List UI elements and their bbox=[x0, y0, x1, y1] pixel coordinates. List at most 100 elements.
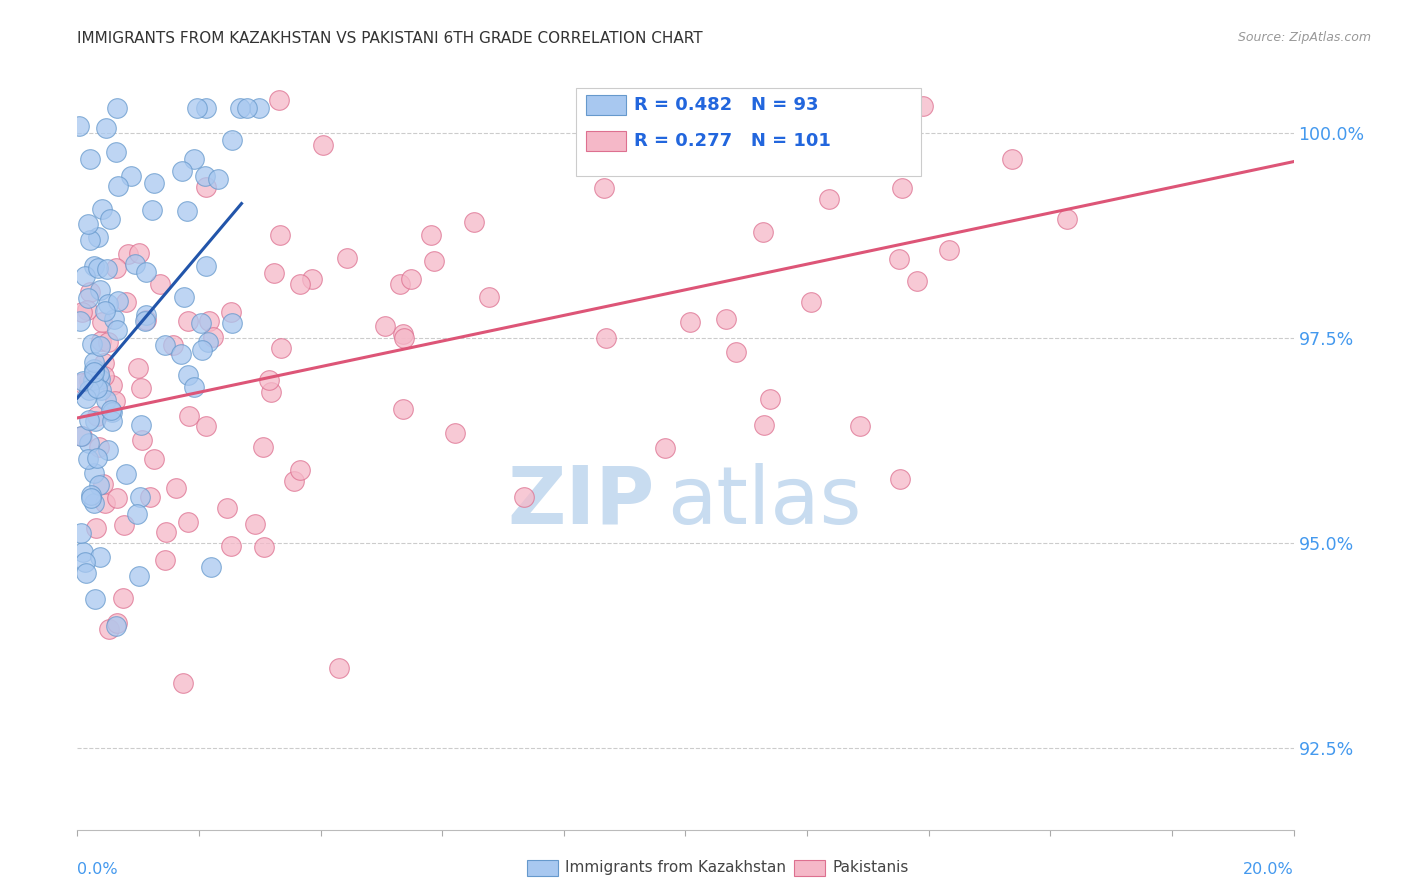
Point bbox=[76, 303, 98, 318]
Point bbox=[800, 294, 823, 309]
Point bbox=[513, 490, 536, 504]
Point bbox=[252, 440, 274, 454]
Point bbox=[87, 367, 110, 381]
Point bbox=[177, 368, 200, 382]
Point bbox=[912, 99, 935, 113]
Point bbox=[392, 331, 415, 345]
Point bbox=[202, 330, 225, 344]
Point bbox=[77, 412, 100, 426]
Point bbox=[128, 490, 150, 504]
Point bbox=[328, 661, 350, 675]
Point bbox=[253, 541, 276, 555]
Point bbox=[105, 323, 128, 337]
Point bbox=[91, 476, 114, 491]
Point bbox=[107, 179, 129, 194]
Point bbox=[374, 318, 396, 333]
Point bbox=[173, 290, 195, 304]
Point bbox=[263, 266, 285, 280]
Point bbox=[105, 261, 128, 276]
Point bbox=[100, 402, 122, 417]
Point bbox=[259, 384, 281, 399]
Point bbox=[77, 436, 100, 450]
Point bbox=[938, 243, 960, 257]
Point bbox=[228, 101, 250, 115]
Point bbox=[392, 402, 415, 417]
Point bbox=[83, 365, 105, 379]
Point bbox=[200, 560, 222, 574]
Point bbox=[195, 259, 218, 273]
Point bbox=[89, 283, 111, 297]
Point bbox=[288, 277, 311, 291]
Point bbox=[101, 405, 124, 419]
Point bbox=[83, 259, 105, 273]
Point bbox=[392, 326, 415, 341]
Point bbox=[86, 381, 108, 395]
Point bbox=[155, 524, 177, 539]
Point bbox=[725, 345, 748, 359]
Point bbox=[114, 294, 136, 309]
Point bbox=[72, 545, 94, 559]
Point bbox=[105, 101, 128, 115]
Point bbox=[134, 314, 156, 328]
Point bbox=[101, 414, 124, 428]
Point bbox=[83, 414, 105, 428]
Point bbox=[270, 341, 292, 355]
Point bbox=[889, 252, 911, 266]
Point bbox=[107, 294, 129, 309]
Point bbox=[758, 392, 780, 406]
Point bbox=[336, 251, 359, 265]
Text: R = 0.482   N = 93: R = 0.482 N = 93 bbox=[634, 96, 818, 114]
Point bbox=[80, 488, 103, 502]
Point bbox=[104, 145, 127, 159]
Point bbox=[83, 466, 105, 480]
Point bbox=[115, 467, 138, 482]
Point bbox=[82, 336, 104, 351]
Point bbox=[77, 374, 100, 388]
Point bbox=[131, 433, 153, 447]
Point bbox=[79, 152, 101, 166]
Point bbox=[283, 474, 305, 488]
Point bbox=[162, 338, 184, 352]
Point bbox=[80, 491, 103, 505]
Point bbox=[247, 101, 270, 115]
Point bbox=[67, 119, 90, 133]
Point bbox=[79, 285, 101, 299]
Point bbox=[76, 217, 98, 231]
Point bbox=[86, 409, 108, 423]
Point bbox=[94, 304, 117, 318]
Point bbox=[905, 274, 928, 288]
Text: IMMIGRANTS FROM KAZAKHSTAN VS PAKISTANI 6TH GRADE CORRELATION CHART: IMMIGRANTS FROM KAZAKHSTAN VS PAKISTANI … bbox=[77, 31, 703, 46]
Point bbox=[197, 334, 219, 349]
Text: Source: ZipAtlas.com: Source: ZipAtlas.com bbox=[1237, 31, 1371, 45]
Point bbox=[172, 676, 194, 690]
Point bbox=[129, 417, 152, 432]
Point bbox=[183, 152, 205, 166]
Point bbox=[818, 192, 841, 206]
Point bbox=[752, 418, 775, 433]
Point bbox=[89, 339, 111, 353]
Point bbox=[104, 394, 127, 409]
Point bbox=[595, 331, 617, 345]
Point bbox=[389, 277, 412, 291]
Point bbox=[96, 121, 118, 136]
Point bbox=[97, 335, 120, 350]
Point bbox=[191, 343, 214, 357]
Text: atlas: atlas bbox=[668, 463, 862, 541]
Point bbox=[207, 171, 229, 186]
Point bbox=[89, 372, 111, 386]
Point bbox=[443, 425, 465, 440]
Point bbox=[75, 391, 97, 405]
Point bbox=[86, 451, 108, 466]
Point bbox=[90, 202, 112, 216]
Point bbox=[69, 314, 91, 328]
Point bbox=[124, 257, 146, 271]
Point bbox=[219, 539, 242, 553]
Point bbox=[90, 383, 112, 397]
Point bbox=[105, 619, 128, 633]
Point bbox=[83, 496, 105, 510]
Point bbox=[215, 501, 238, 516]
Point bbox=[176, 203, 198, 218]
Point bbox=[221, 316, 243, 330]
Point bbox=[221, 305, 243, 319]
Point bbox=[422, 253, 444, 268]
